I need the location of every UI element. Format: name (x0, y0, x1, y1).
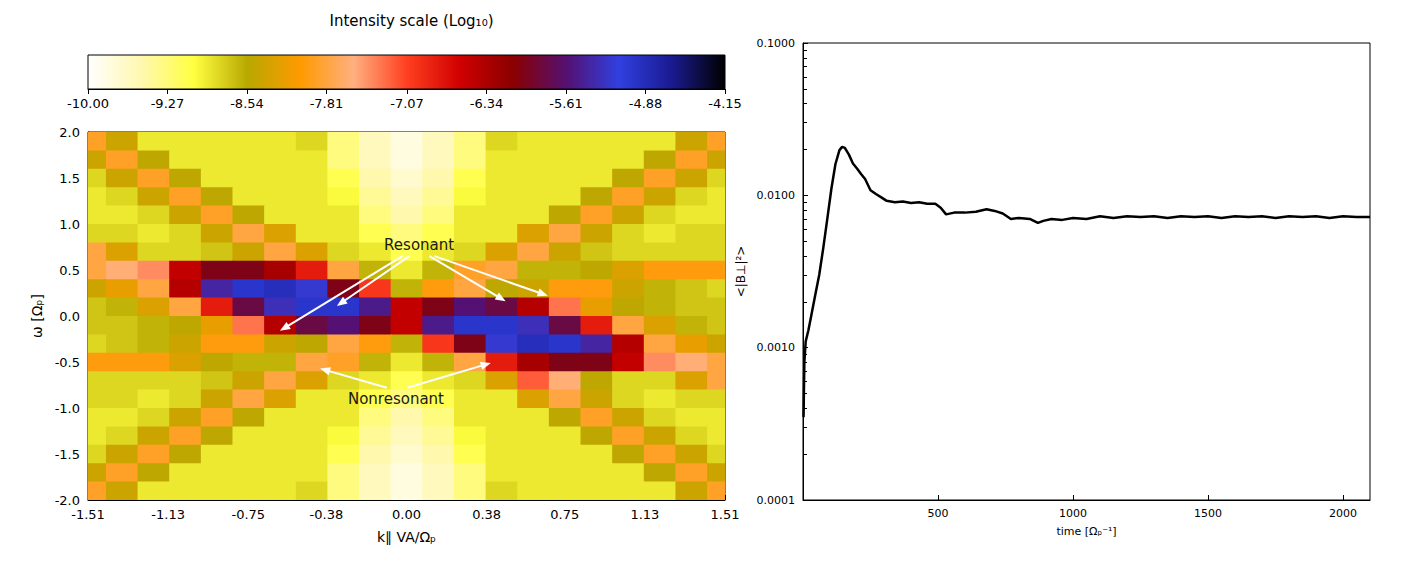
svg-text:ω [Ωₚ]: ω [Ωₚ] (29, 294, 45, 338)
svg-text:0.0: 0.0 (59, 309, 80, 324)
svg-text:-0.38: -0.38 (310, 507, 344, 522)
svg-text:-7.07: -7.07 (390, 96, 424, 111)
svg-text:2000: 2000 (1329, 507, 1357, 520)
svg-text:-9.27: -9.27 (151, 96, 185, 111)
svg-text:Nonresonant: Nonresonant (348, 390, 444, 408)
svg-text:1000: 1000 (1059, 507, 1087, 520)
svg-text:-2.0: -2.0 (55, 493, 80, 508)
svg-text:0.75: 0.75 (550, 507, 579, 522)
svg-text:<|B⊥|²>: <|B⊥|²> (734, 246, 748, 298)
svg-text:-1.5: -1.5 (55, 447, 80, 462)
svg-text:Intensity scale (Log₁₀): Intensity scale (Log₁₀) (330, 12, 494, 30)
svg-text:-4.15: -4.15 (708, 96, 742, 111)
svg-text:-7.81: -7.81 (310, 96, 344, 111)
svg-text:time [Ωₚ⁻¹]: time [Ωₚ⁻¹] (1056, 525, 1116, 538)
svg-text:-0.75: -0.75 (231, 507, 265, 522)
svg-text:0.38: 0.38 (472, 507, 501, 522)
svg-text:0.1000: 0.1000 (757, 37, 796, 50)
svg-text:-1.0: -1.0 (55, 401, 80, 416)
svg-text:-1.13: -1.13 (151, 507, 185, 522)
svg-text:500: 500 (928, 507, 949, 520)
svg-text:-1.51: -1.51 (71, 507, 105, 522)
svg-text:-4.88: -4.88 (629, 96, 663, 111)
svg-text:-10.00: -10.00 (67, 96, 109, 111)
svg-text:-5.61: -5.61 (549, 96, 583, 111)
svg-text:1.51: 1.51 (711, 507, 740, 522)
svg-text:0.00: 0.00 (392, 507, 421, 522)
svg-text:0.5: 0.5 (59, 263, 80, 278)
svg-text:2.0: 2.0 (59, 125, 80, 140)
svg-text:0.0001: 0.0001 (757, 494, 796, 507)
svg-text:-8.54: -8.54 (230, 96, 264, 111)
svg-text:1.0: 1.0 (59, 217, 80, 232)
svg-text:k∥ VA/Ωₚ: k∥ VA/Ωₚ (377, 529, 436, 545)
svg-text:0.0100: 0.0100 (757, 189, 796, 202)
svg-text:1500: 1500 (1194, 507, 1222, 520)
svg-text:-0.5: -0.5 (55, 355, 80, 370)
svg-text:Resonant: Resonant (384, 236, 454, 254)
svg-text:-6.34: -6.34 (470, 96, 504, 111)
svg-text:1.13: 1.13 (630, 507, 659, 522)
svg-text:0.0010: 0.0010 (757, 341, 796, 354)
svg-text:1.5: 1.5 (59, 171, 80, 186)
